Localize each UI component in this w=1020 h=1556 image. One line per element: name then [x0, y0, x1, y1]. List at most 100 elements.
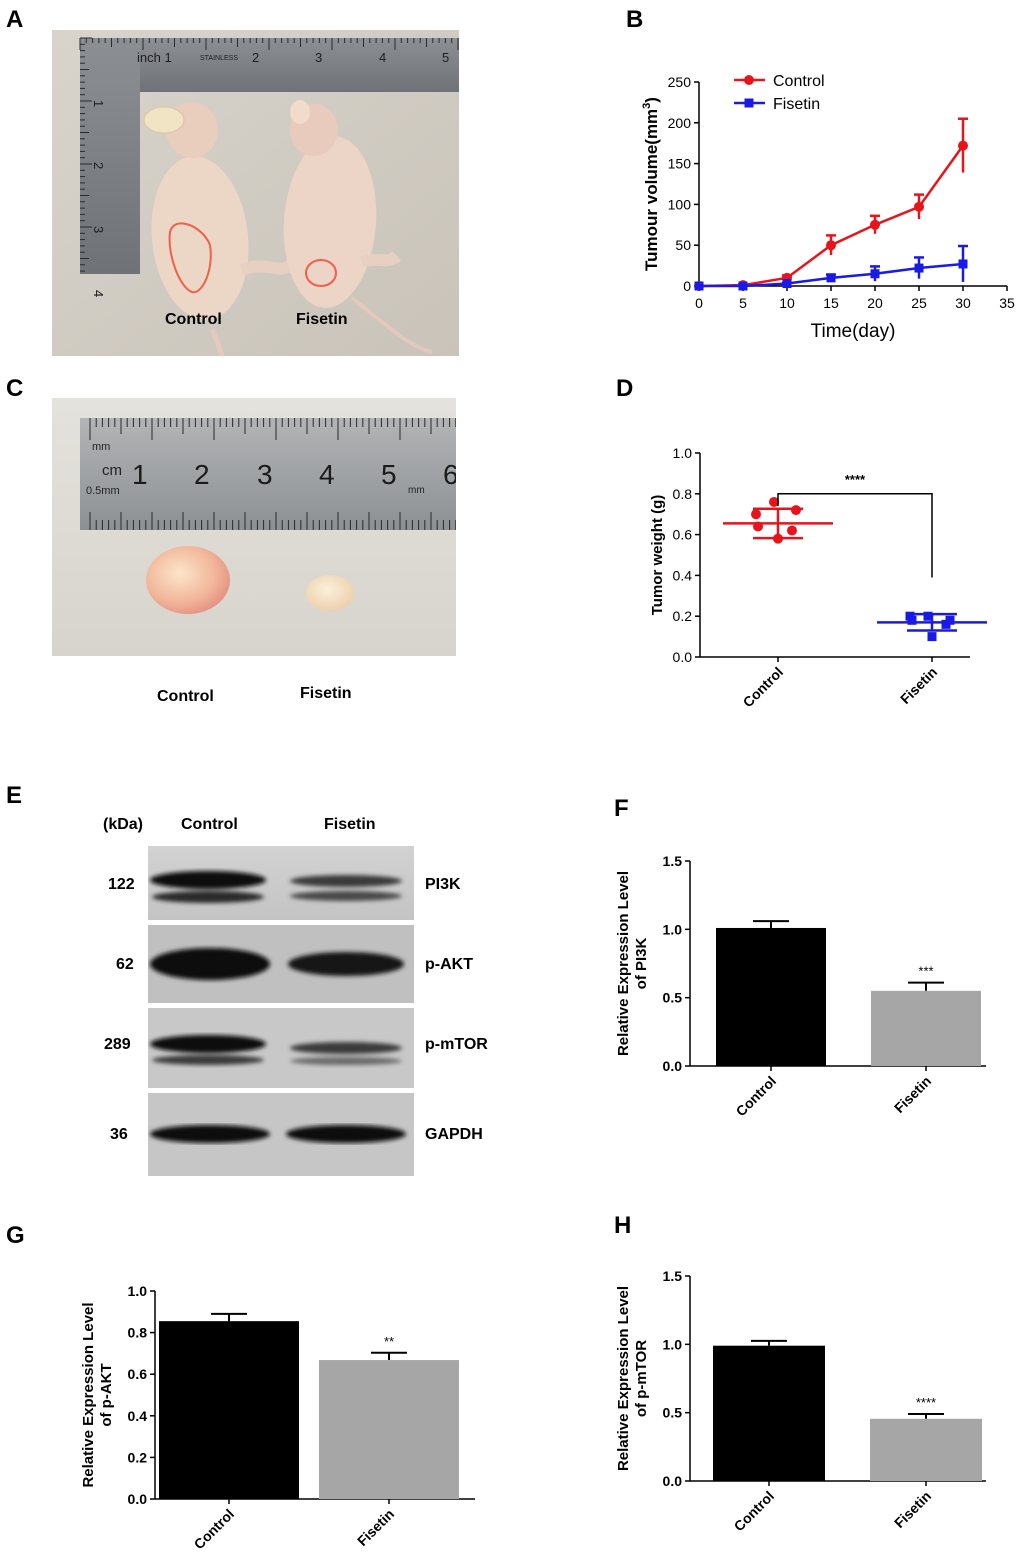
chart-d-ytick-label: 0.2 — [673, 608, 693, 624]
chart-d-ytick-label: 1.0 — [673, 445, 693, 461]
chart-g-ytick-label: 0.0 — [128, 1491, 148, 1507]
wb-protein-gapdh: GAPDH — [425, 1126, 483, 1143]
chart-b-xtick-label: 35 — [999, 295, 1015, 311]
chart-d-y-axis-title: Tumor weight (g) — [649, 495, 666, 616]
panel-label-h: H — [614, 1212, 632, 1239]
chart-d-point-control — [787, 525, 797, 536]
chart-h-ytick-label: 0.0 — [663, 1473, 683, 1489]
chart-f-ytick-label: 0.0 — [663, 1058, 683, 1074]
chart-g-ytick-label: 0.4 — [128, 1408, 148, 1424]
chart-g-significance-label: ** — [384, 1334, 394, 1349]
chart-d-xtick-label: Control — [740, 664, 787, 711]
chart-d-point-control — [753, 521, 763, 532]
chart-d-ytick-label: 0.8 — [673, 486, 693, 502]
chart-h-ytick-label: 0.5 — [663, 1405, 683, 1421]
chart-b-point-fisetin — [958, 259, 968, 269]
chart-d-significance-label: **** — [845, 472, 866, 487]
chart-b-point-control — [958, 140, 968, 151]
tumour-photo-drawing: mm cm 0.5mm 1 2 3 4 5 6 mm — [52, 398, 463, 656]
chart-h-bar-control — [713, 1345, 825, 1481]
mice-photo-drawing: inch 1 STAINLESS 2 3 4 5 1 2 3 4 — [52, 30, 459, 359]
ruler-a-top-tick: 2 — [252, 50, 259, 65]
chart-d-point-control — [751, 509, 761, 520]
chart-b-xtick-label: 15 — [823, 295, 839, 311]
chart-b-ytick-label: 150 — [668, 156, 692, 172]
chart-d-point-fisetin — [907, 615, 917, 625]
chart-f-significance-label: *** — [918, 964, 933, 979]
wb-lane-fisetin: Fisetin — [324, 816, 376, 833]
chart-h-p-mtor: 0.0 0.5 1.0 1.5 Relative Expression Level of … — [615, 1268, 986, 1534]
panel-label-c: C — [6, 375, 24, 402]
chart-f-xtick-label: Control — [733, 1073, 780, 1120]
chart-b-y-axis-title: Tumour volume(mm3) — [641, 97, 661, 271]
chart-b-ytick-label: 100 — [668, 196, 692, 212]
wb-protein-pi3k: PI3K — [425, 876, 461, 893]
chart-h-xtick-label: Fisetin — [891, 1488, 934, 1531]
ruler-c-half-mm: 0.5mm — [86, 485, 120, 497]
chart-h-significance-label: **** — [916, 1395, 936, 1410]
chart-g-ytick-label: 1.0 — [128, 1283, 148, 1299]
ruler-a-left-tick: 2 — [91, 162, 106, 169]
ruler-c-tick: 3 — [257, 459, 273, 490]
panel-label-a: A — [6, 6, 24, 33]
chart-b-xtick-label: 20 — [867, 295, 883, 311]
mice-photo: inch 1 STAINLESS 2 3 4 5 1 2 3 4 — [52, 30, 459, 359]
chart-b-point-control — [870, 219, 880, 230]
chart-g-p-akt: 0.0 0.2 0.4 0.6 0.8 1.0 Relative Expression Le… — [80, 1283, 475, 1553]
wb-protein-p-akt: p-AKT — [425, 956, 473, 973]
chart-d-point-control — [773, 533, 783, 544]
panel-label-g: G — [6, 1222, 25, 1249]
chart-b-xtick-label: 10 — [779, 295, 795, 311]
chart-b-y-axis-title-end: ) — [642, 97, 661, 103]
chart-g-ytick-label: 0.2 — [128, 1449, 148, 1465]
ruler-a-top-tick: 3 — [315, 50, 322, 65]
chart-b-ytick-label: 0 — [683, 278, 691, 294]
chart-b-point-fisetin — [782, 279, 792, 289]
ruler-a-top-tick: STAINLESS — [200, 55, 238, 62]
ruler-c-tick: 2 — [194, 459, 210, 490]
chart-f-bar-fisetin — [871, 990, 981, 1066]
chart-h-ytick-label: 1.5 — [663, 1268, 683, 1284]
panel-label-d: D — [616, 375, 634, 402]
ruler-c-tick: 1 — [132, 459, 148, 490]
chart-f-pi3k: 0.0 0.5 1.0 1.5 Relative Expression Level of … — [615, 853, 986, 1120]
chart-d-tumor-weight: 0.0 0.2 0.4 0.6 0.8 1.0 Tumor weight (g) Contro… — [649, 445, 987, 711]
chart-d-ytick-label: 0.4 — [673, 567, 693, 583]
ruler-c-tick: 5 — [381, 459, 397, 490]
wb-kda-header: (kDa) — [103, 816, 144, 833]
control-mouse — [143, 102, 296, 359]
chart-d-xtick-label: Fisetin — [897, 664, 940, 707]
chart-d-ytick-label: 0.6 — [673, 527, 693, 543]
ruler-a-left-tick: 3 — [91, 226, 106, 233]
chart-b-point-fisetin — [738, 281, 748, 291]
chart-b-tumour-volume: 0 50 100 150 200 250 0 5 10 15 20 25 30 35 Time(day) Tu… — [641, 73, 1015, 342]
ruler-c-cm: cm — [102, 462, 122, 479]
chart-b-point-control — [826, 240, 836, 251]
chart-f-bar-control — [716, 927, 826, 1066]
tumour-control — [146, 546, 230, 614]
chart-g-y-axis-title-line1: Relative Expression Level — [80, 1302, 97, 1487]
chart-g-y-axis-title-line2: of p-AKT — [98, 1363, 115, 1426]
ruler-c-tick: 6 — [443, 459, 456, 490]
ruler-a-top-tick: 5 — [442, 50, 449, 65]
chart-b-point-fisetin — [694, 281, 704, 291]
chart-f-ytick-label: 1.0 — [663, 921, 683, 937]
ruler-c-mm-right: mm — [408, 485, 425, 496]
western-blot — [148, 846, 414, 1176]
chart-d-ytick-label: 0.0 — [673, 649, 693, 665]
panel-label-f: F — [614, 795, 629, 822]
chart-f-ytick-label: 0.5 — [663, 990, 683, 1006]
chart-g-xtick-label: Fisetin — [354, 1506, 397, 1549]
chart-h-ytick-label: 1.0 — [663, 1336, 683, 1352]
photo-c-label-control: Control — [157, 688, 214, 705]
chart-b-y-axis-title-sup: 3 — [641, 103, 653, 109]
wb-protein-p-mtor: p-mTOR — [425, 1036, 488, 1053]
ruler-a-top-tick: 4 — [379, 50, 386, 65]
chart-f-xtick-label: Fisetin — [891, 1073, 934, 1116]
chart-g-xtick-label: Control — [191, 1506, 238, 1553]
chart-b-xtick-label: 0 — [695, 295, 703, 311]
chart-b-legend-marker — [744, 98, 754, 108]
chart-b-x-axis-title: Time(day) — [811, 321, 896, 342]
ruler-c-tick: 4 — [319, 459, 335, 490]
chart-b-legend-label: Fisetin — [773, 96, 820, 113]
